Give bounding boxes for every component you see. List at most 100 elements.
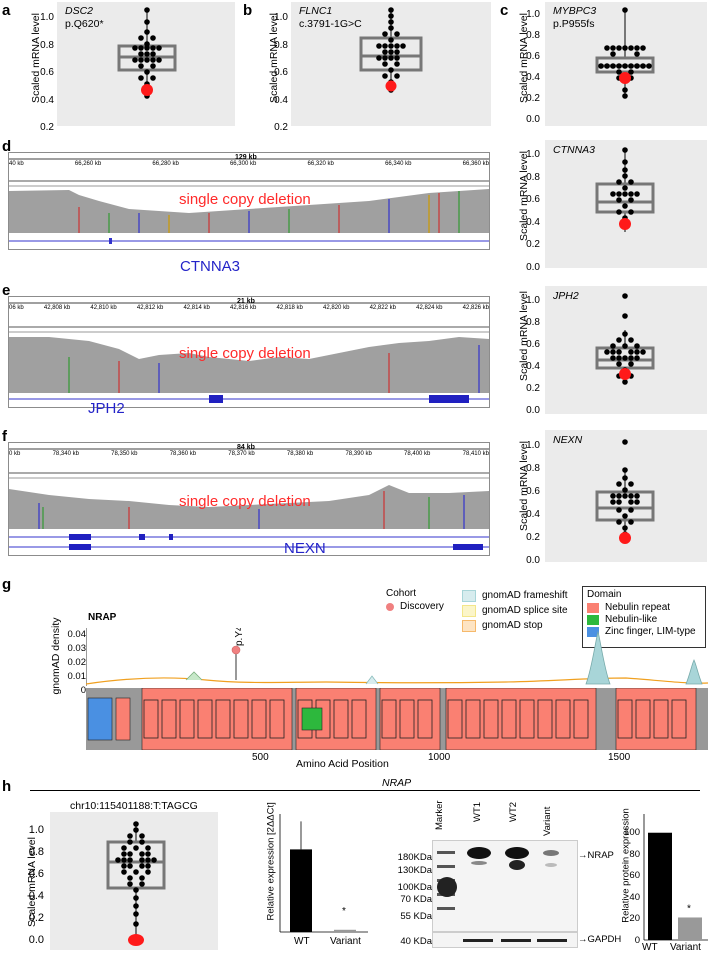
yticks-f: 1.0 0.8 0.6 0.4 0.2 0.0 [526,440,540,566]
boxplot-e [595,293,655,385]
lane-wt2: WT2 [508,801,519,822]
variant-label-b: c.3791-1G>C [299,18,362,30]
western-blot: Marker WT1 WT2 Variant [432,800,584,948]
plot-h [50,812,218,950]
panel-letter-e: e [2,282,11,299]
plot-d: CTNNA3 [545,140,707,268]
gene-label-a: DSC2 [65,5,94,17]
boxplot-d [595,147,655,232]
gene-label-b: FLNC1 [299,5,333,17]
boxplot-b [359,7,423,93]
plot-a: DSC2 p.Q620* [57,2,235,126]
igv-coverage-d [9,158,489,244]
blot-label-nrap: →NRAP [578,850,614,861]
legend-domain-title: Domain [587,589,622,600]
gene-label-e: JPH2 [553,290,579,302]
coords-e: 06 kb 42,808 kb 42,810 kb 42,812 kb 42,814 k… [9,305,489,311]
qpcr-bar-variant [334,929,356,932]
legend-splice: gnomAD splice site [462,603,568,618]
blot-bands [437,847,559,910]
igv-coverage-f [9,448,489,550]
protein-bar-wt [648,832,672,940]
qpcr-xtick-variant: Variant [330,936,361,947]
panel-letter-b: b [243,2,253,19]
lane-variant: Variant [542,806,553,836]
deletion-label-d: single copy deletion [179,191,311,208]
xticks-g: 500 1000 1500 [252,752,631,763]
legend-nebulin: Nebulin repeat [587,602,701,613]
panel-letter-d: d [2,138,12,155]
domain-track [86,688,708,750]
yticks-b: 1.0 0.8 0.6 0.4 0.2 [274,12,288,133]
boxplot-c [595,7,655,99]
qpcr-signif: * [342,906,346,917]
igv-coverage-e [9,302,489,403]
legend-gnomad: gnomAD frameshift gnomAD splice site gno… [462,588,568,633]
h-locus-label: chr10:115401188:T:TAGCG [70,800,198,812]
igv-track-f: 84 kb 0 kb 78,340 kb 78,350 kb 78,360 kb 78,… [8,442,490,556]
qpcr-chart: * WT Variant [279,814,368,947]
span-label-e: 21 kb [237,298,255,305]
igv-track-e: 21 kb 06 kb 42,808 kb 42,810 kb 42,812 kb 42… [8,296,490,408]
xlabel-g: Amino Acid Position [296,758,389,770]
boxplot-h [106,821,166,946]
protein-chart: * [643,814,708,941]
legend-nebulin-like: Nebulin-like [587,614,701,625]
qpcr-xtick-wt: WT [294,936,310,947]
coords-f: 0 kb 78,340 kb 78,350 kb 78,360 kb 78,370 kb… [9,451,489,457]
blot-label-gapdh: →GAPDH [578,934,622,945]
gene-label-d: CTNNA3 [553,144,596,156]
plot-f: NEXN [545,430,707,562]
boxplot-f [595,439,655,544]
gnomad-density-plot: p.Y420fs [86,628,708,686]
protein-yticks: 100 80 60 40 20 0 [624,827,640,946]
legend-lim: Zinc finger, LIM-type [587,626,701,637]
yticks-c: 1.0 0.8 0.6 0.4 0.2 0.0 [526,9,540,125]
plot-b: FLNC1 c.3791-1G>C [291,2,491,126]
variant-label-c: p.P955fs [553,18,595,30]
panel-letter-h: h [2,778,12,795]
gene-track-label-d: CTNNA3 [180,258,241,275]
panel-letter-f: f [2,428,7,445]
blot-gapdh-strip [432,932,578,948]
gene-label-c: MYBPC3 [553,5,597,17]
panel-letter-a: a [2,2,11,19]
protein-xtick-wt: WT [642,942,658,953]
protein-label: NRAP [88,612,117,623]
span-label-f: 84 kb [237,444,255,451]
lane-marker: Marker [434,800,445,830]
variant-label-a: p.Q620* [65,18,104,30]
protein-xtick-variant: Variant [670,942,701,953]
deletion-label-f: single copy deletion [179,493,311,510]
gene-track-label-f: NEXN [284,540,326,557]
protein-signif: * [687,903,691,914]
legend-cohort-discovery: Discovery [386,601,486,612]
gene-label-f: NEXN [553,434,583,446]
gapdh-bands [463,939,567,942]
h-title: NRAP [382,777,412,789]
protein-bar-variant [678,917,702,940]
yticks-e: 1.0 0.8 0.6 0.4 0.2 0.0 [526,295,540,416]
legend-cohort-title: Cohort [386,588,417,599]
panel-letter-c: c [500,2,509,19]
yticks-d: 1.0 0.8 0.6 0.4 0.2 0.0 [526,149,540,273]
variant-annotation: p.Y420fs [234,628,245,646]
plot-c: MYBPC3 p.P955fs [545,2,707,126]
qpcr-bar-wt [290,849,312,932]
coords-d: 40 kb 66,260 kb 66,280 kb 66,300 kb 66,320 k… [9,161,489,167]
lane-wt1: WT1 [472,801,483,822]
panel-letter-g: g [2,576,12,593]
igv-track-d: 129 kb 40 kb 66,260 kb 66,280 kb 66,300 kb 6… [8,152,490,250]
blot-membrane [432,840,578,932]
legend-stop: gnomAD stop [462,618,568,633]
gene-track-label-e: JPH2 [88,400,125,417]
legend-domain: Domain Nebulin repeat Nebulin-like Zinc … [582,586,706,648]
plot-e: JPH2 [545,286,707,414]
h-title-rule [30,790,700,792]
span-label-d: 129 kb [235,154,257,161]
boxplot-a [117,7,177,99]
yticks-g: 0.04 0.03 0.02 0.01 0 [67,629,87,696]
yticks-a: 1.0 0.8 0.6 0.4 0.2 [40,12,54,133]
yticks-h: 1.0 0.8 0.6 0.4 0.2 0.0 [28,824,44,946]
deletion-label-e: single copy deletion [179,345,311,362]
